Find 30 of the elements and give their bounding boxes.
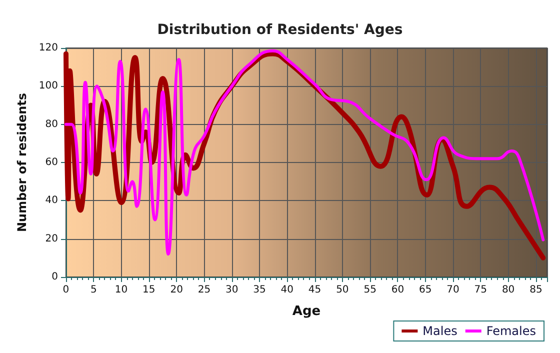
- chart-title: Distribution of Residents' Ages: [157, 22, 403, 38]
- x-tick-label: 85: [530, 284, 542, 296]
- x-axis-title: Age: [292, 304, 321, 319]
- x-tick-label: 5: [90, 284, 97, 296]
- x-tick-label: 30: [225, 284, 238, 296]
- legend-label: Females: [486, 324, 536, 338]
- y-tick-label: 0: [52, 272, 58, 282]
- x-tick-label: 80: [502, 284, 515, 296]
- y-tick-label: 100: [38, 80, 58, 92]
- x-tick-label: 20: [170, 284, 183, 296]
- x-tick-label: 50: [336, 284, 349, 296]
- x-tick-label: 70: [446, 284, 460, 296]
- y-tick-label: 120: [38, 42, 58, 54]
- x-tick-label: 10: [114, 284, 128, 296]
- x-tick-label: 55: [364, 284, 376, 296]
- y-tick-label: 40: [45, 195, 58, 206]
- y-tick-label: 80: [45, 118, 58, 130]
- y-tick-label: 20: [45, 233, 58, 244]
- y-axis-title: Number of residents: [15, 92, 29, 232]
- x-tick-label: 15: [142, 284, 156, 296]
- x-tick-label: 45: [308, 284, 322, 296]
- x-tick-label: 0: [62, 284, 70, 296]
- x-tick-label: 65: [418, 284, 432, 296]
- x-tick-label: 25: [198, 284, 211, 296]
- y-tick-label: 60: [45, 157, 58, 168]
- x-tick-label: 40: [280, 284, 294, 296]
- x-tick-label: 35: [253, 284, 266, 296]
- legend-label: Males: [422, 324, 458, 338]
- x-tick-label: 60: [391, 284, 404, 296]
- x-tick-label: 75: [474, 284, 488, 296]
